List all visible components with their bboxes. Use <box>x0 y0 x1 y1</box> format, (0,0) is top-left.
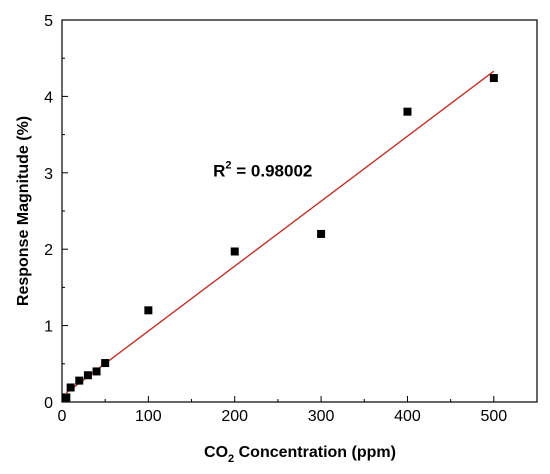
plot-frame <box>61 19 538 403</box>
r-squared-superscript: 2 <box>225 160 231 172</box>
data-point <box>62 393 71 402</box>
data-point <box>83 371 92 380</box>
y-tick-label: 5 <box>44 13 53 30</box>
y-tick-label: 4 <box>44 89 53 106</box>
data-point <box>403 107 412 116</box>
data-point <box>66 383 75 392</box>
y-tick-label: 2 <box>44 242 53 259</box>
y-axis-title: Response Magnitude (%) <box>15 116 32 306</box>
x-axis-title-main: CO <box>204 444 228 461</box>
x-tick-label: 0 <box>58 408 67 425</box>
plot-layer: 0 100 200 300 400 500 0 1 2 3 4 5 <box>44 13 538 425</box>
data-point <box>317 229 326 238</box>
fit-line <box>65 70 495 394</box>
y-tick-label: 3 <box>44 166 53 183</box>
x-tick-label: 400 <box>394 408 421 425</box>
r-squared-label: R <box>213 162 225 181</box>
data-point <box>144 306 153 315</box>
data-point <box>75 376 84 385</box>
x-axis-title: CO2 Concentration (ppm) <box>204 444 396 465</box>
data-point <box>92 367 101 376</box>
data-point <box>101 359 110 368</box>
x-tick-label: 300 <box>308 408 335 425</box>
data-point <box>230 247 239 256</box>
x-axis-title-rest: Concentration (ppm) <box>234 444 396 461</box>
y-tick-label: 1 <box>44 319 53 336</box>
r-squared-annotation: R2 = 0.98002 <box>213 160 312 181</box>
data-point <box>489 74 498 83</box>
x-axis-title-subscript: 2 <box>228 453 234 465</box>
x-tick-label: 200 <box>221 408 248 425</box>
r-squared-value: = 0.98002 <box>232 162 313 181</box>
x-tick-label: 100 <box>135 408 162 425</box>
x-tick-label: 500 <box>480 408 507 425</box>
y-tick-label: 0 <box>44 395 53 412</box>
